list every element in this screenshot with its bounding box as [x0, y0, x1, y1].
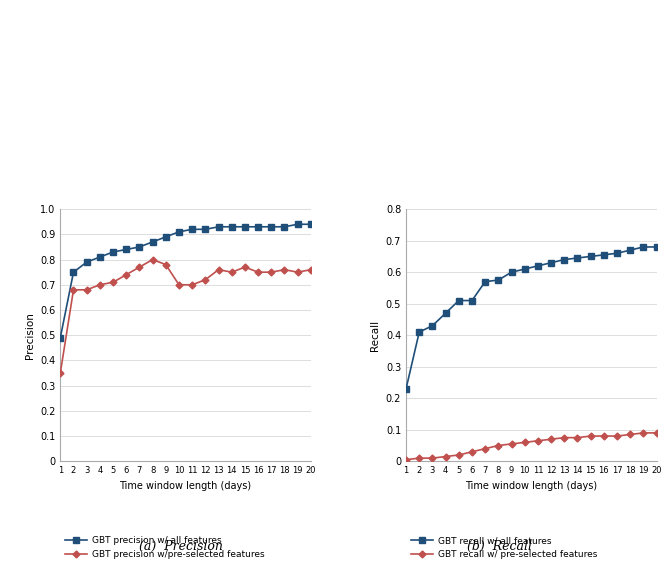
- Legend: GBT precision w/ all features, GBT precision w/pre-selected features: GBT precision w/ all features, GBT preci…: [65, 536, 265, 559]
- Y-axis label: Recall: Recall: [371, 320, 381, 351]
- Legend: GBT recall w/ all features, GBT recall w/ pre-selected features: GBT recall w/ all features, GBT recall w…: [411, 536, 597, 559]
- X-axis label: Time window length (days): Time window length (days): [119, 481, 252, 490]
- X-axis label: Time window length (days): Time window length (days): [465, 481, 598, 490]
- Y-axis label: Precision: Precision: [25, 312, 35, 359]
- Text: (a)  Precision: (a) Precision: [139, 540, 223, 553]
- Text: (b)  Recall: (b) Recall: [466, 540, 532, 553]
